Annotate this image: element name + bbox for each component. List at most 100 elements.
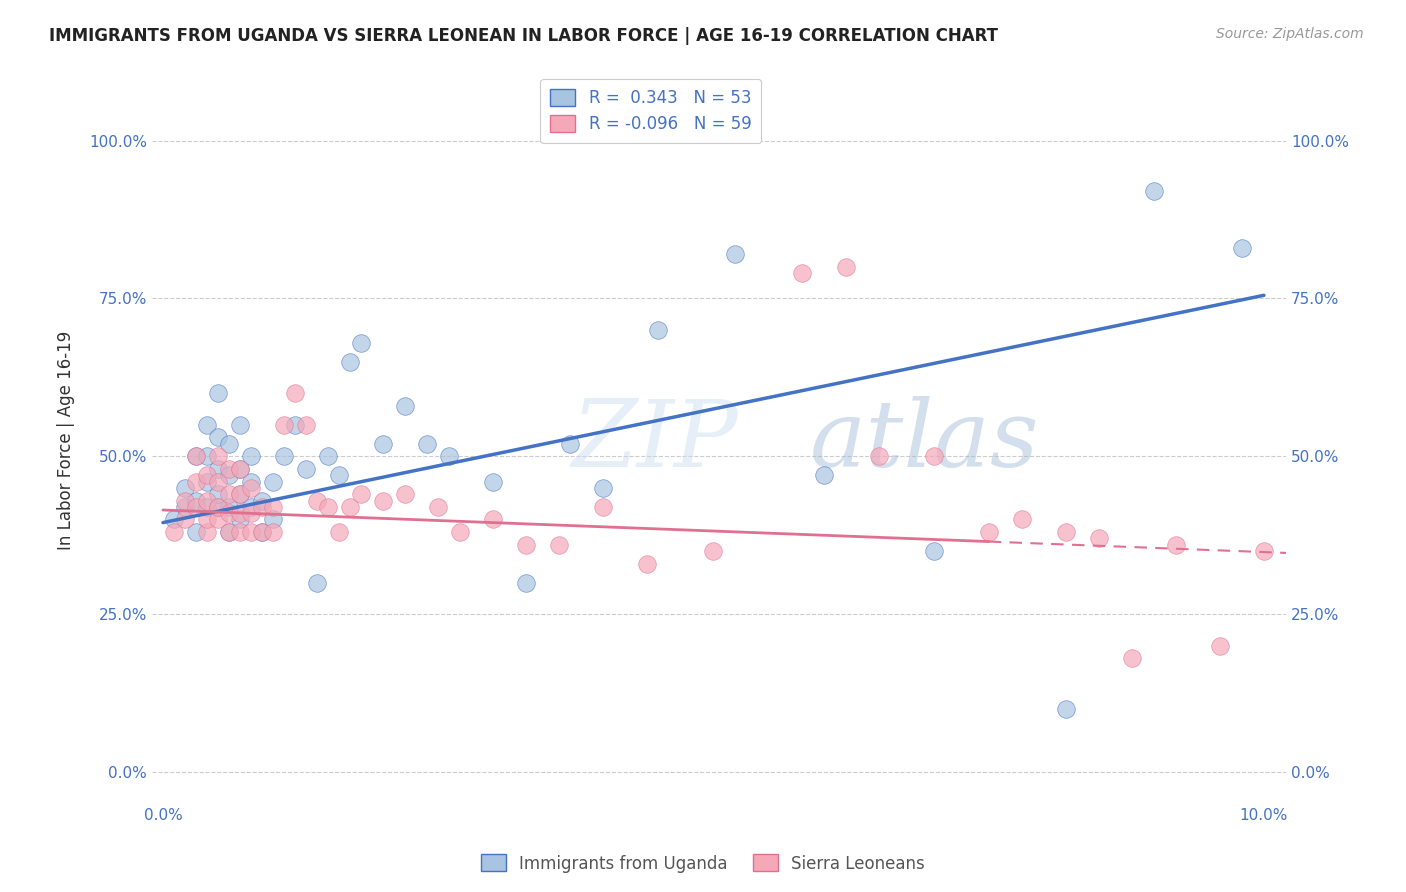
Point (515, 575, 537, 590)
Point (218, 500, 240, 514)
Point (195, 512, 218, 526)
Point (1253, 544, 1275, 558)
Point (295, 417, 318, 432)
Point (207, 386, 229, 401)
Point (394, 487, 416, 501)
Point (295, 462, 318, 476)
Point (229, 462, 252, 476)
Point (195, 500, 218, 514)
Point (273, 417, 295, 432)
Text: atlas: atlas (810, 395, 1039, 485)
Point (163, 525, 186, 540)
Point (229, 487, 252, 501)
Point (922, 450, 945, 464)
Point (482, 512, 505, 526)
Point (250, 493, 273, 508)
Point (240, 500, 263, 514)
Point (437, 450, 460, 464)
Point (350, 487, 373, 501)
Point (373, 436, 395, 450)
Point (262, 512, 284, 526)
Point (977, 525, 1000, 540)
Point (1054, 702, 1077, 716)
Point (307, 575, 329, 590)
Point (184, 500, 207, 514)
Text: IMMIGRANTS FROM UGANDA VS SIERRA LEONEAN IN LABOR FORCE | AGE 16-19 CORRELATION : IMMIGRANTS FROM UGANDA VS SIERRA LEONEAN… (49, 27, 998, 45)
Point (207, 512, 229, 526)
Point (218, 436, 240, 450)
Point (240, 506, 263, 520)
Point (790, 266, 813, 280)
Point (482, 475, 505, 489)
Point (316, 450, 339, 464)
Y-axis label: In Labor Force | Age 16-19: In Labor Force | Age 16-19 (58, 331, 75, 550)
Point (416, 436, 439, 450)
Point (240, 525, 263, 540)
Point (592, 500, 614, 514)
Point (195, 475, 218, 489)
Point (218, 506, 240, 520)
Point (1011, 512, 1033, 526)
Legend: R =  0.343   N = 53, R = -0.096   N = 59: R = 0.343 N = 53, R = -0.096 N = 59 (540, 78, 762, 144)
Point (702, 544, 724, 558)
Point (592, 481, 614, 495)
Text: Source: ZipAtlas.com: Source: ZipAtlas.com (1216, 27, 1364, 41)
Point (922, 544, 945, 558)
Point (449, 525, 471, 540)
Point (1088, 532, 1111, 546)
Point (174, 512, 197, 526)
Point (724, 247, 747, 261)
Point (207, 462, 229, 476)
Point (273, 450, 295, 464)
Point (240, 481, 263, 495)
Point (636, 557, 658, 571)
Point (184, 475, 207, 489)
Point (647, 323, 669, 337)
Point (427, 500, 450, 514)
Point (350, 335, 373, 350)
Point (163, 512, 186, 526)
Point (548, 538, 571, 552)
Point (813, 468, 835, 483)
Point (394, 399, 416, 413)
Point (1230, 241, 1253, 255)
Point (218, 462, 240, 476)
Point (560, 436, 582, 450)
Point (207, 450, 229, 464)
Point (218, 525, 240, 540)
Point (250, 525, 273, 540)
Point (834, 260, 856, 274)
Point (1054, 525, 1077, 540)
Point (229, 512, 252, 526)
Point (229, 525, 252, 540)
Point (229, 506, 252, 520)
Text: ZIP: ZIP (571, 395, 738, 485)
Point (262, 525, 284, 540)
Legend: Immigrants from Uganda, Sierra Leoneans: Immigrants from Uganda, Sierra Leoneans (474, 847, 932, 880)
Point (218, 487, 240, 501)
Point (174, 500, 197, 514)
Point (284, 386, 307, 401)
Point (184, 450, 207, 464)
Point (229, 417, 252, 432)
Point (207, 487, 229, 501)
Point (229, 462, 252, 476)
Point (373, 493, 395, 508)
Point (250, 500, 273, 514)
Point (1209, 639, 1232, 653)
Point (1143, 184, 1166, 198)
Point (184, 450, 207, 464)
Point (284, 417, 307, 432)
Point (240, 475, 263, 489)
Point (195, 493, 218, 508)
Point (262, 475, 284, 489)
Point (339, 500, 361, 514)
Point (184, 525, 207, 540)
Point (195, 417, 218, 432)
Point (207, 475, 229, 489)
Point (328, 468, 350, 483)
Point (339, 354, 361, 368)
Point (207, 500, 229, 514)
Point (316, 500, 339, 514)
Point (307, 493, 329, 508)
